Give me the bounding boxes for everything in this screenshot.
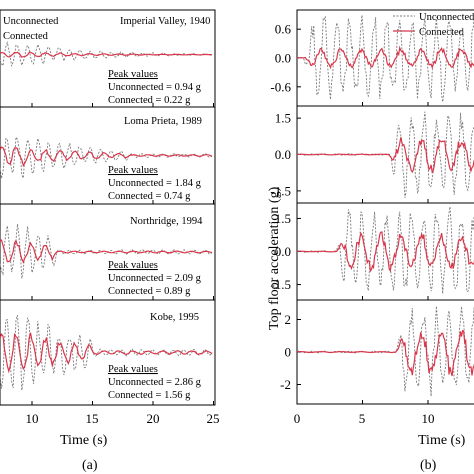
x-tick-label: 5	[359, 411, 366, 426]
earthquake-label-imperial-valley: Imperial Valley, 1940	[120, 16, 210, 27]
connected-series-line	[0, 146, 213, 167]
y-tick-label: 0.6	[275, 22, 292, 37]
y-tick-label: -0.6	[270, 79, 291, 94]
panel-b-legend: Unconnected Connected	[393, 12, 474, 38]
panel-b-y-axis: 0.6 0.0 -0.6 1.5 0.0 -1.5 1.5 0.0 -1.5 2 0 -2	[270, 22, 301, 392]
y-tick-label: -1.5	[270, 183, 291, 198]
earthquake-label-loma-prieta: Loma Prieta, 1989	[124, 116, 202, 127]
legend-connected-label: Connected	[419, 27, 465, 38]
legend-connected-label: Connected	[3, 31, 49, 42]
panel-a-x-axis: 10 15 20 25 Time (s)	[26, 411, 220, 448]
connected-series-line	[297, 137, 474, 174]
peak-unconnected-value: Unconnected = 1.84 g	[108, 178, 202, 189]
y-tick-label: 0.0	[275, 147, 291, 162]
connected-series-line	[0, 51, 213, 58]
unconnected-series-line	[0, 314, 213, 391]
unconnected-series-line	[0, 135, 213, 180]
panel-b-label: (b)	[420, 458, 437, 473]
peak-connected-value: Connected = 1.56 g	[108, 390, 191, 401]
y-tick-label: 1.5	[275, 111, 291, 126]
panel-a-row-4-frame	[0, 299, 216, 406]
panel-a-row-loma-prieta: Loma Prieta, 1989 Peak values Unconnecte…	[0, 106, 216, 205]
panel-a-row-northridge: Northridge, 1994 Peak values Unconnected…	[0, 203, 216, 301]
peak-connected-value: Connected = 0.74 g	[108, 191, 191, 202]
panel-b: Unconnected Connected 0.6 0.0 -0.6 1.5 0.0 -1…	[267, 9, 474, 473]
connected-series-line	[296, 231, 474, 273]
peak-unconnected-value: Unconnected = 0.94 g	[108, 82, 202, 93]
connected-series-line	[0, 239, 213, 264]
peak-values-header: Peak values	[108, 69, 158, 80]
connected-series-line	[296, 45, 474, 70]
panel-a-row-kobe: Kobe, 1995 Peak values Unconnected = 2.8…	[0, 299, 216, 406]
x-tick-label: 10	[26, 411, 39, 426]
y-tick-label: -1.5	[270, 277, 291, 292]
x-tick-label: 20	[147, 411, 160, 426]
y-tick-label: 2	[285, 312, 292, 327]
earthquake-label-northridge: Northridge, 1994	[130, 216, 203, 227]
y-tick-label: 0.0	[275, 244, 291, 259]
panel-a-label: (a)	[82, 458, 98, 473]
earthquake-label-kobe: Kobe, 1995	[150, 312, 199, 323]
x-tick-label: 10	[422, 411, 435, 426]
panel-a-x-axis-title: Time (s)	[60, 433, 108, 448]
y-tick-label: 1.5	[275, 211, 291, 226]
y-tick-label: -2	[280, 377, 291, 392]
peak-values-header: Peak values	[108, 260, 158, 271]
peak-unconnected-value: Unconnected = 2.09 g	[108, 273, 202, 284]
panel-a: Unconnected Connected Imperial Valley, 1…	[0, 9, 220, 473]
panel-b-x-axis: 0 5 10 Time (s)	[294, 411, 466, 448]
panel-b-row-1-frame	[296, 9, 474, 107]
connected-series-line	[0, 332, 213, 374]
panel-a-row-imperial-valley: Unconnected Connected Imperial Valley, 1…	[0, 9, 216, 108]
peak-values-header: Peak values	[108, 364, 158, 375]
x-tick-label: 15	[86, 411, 99, 426]
x-tick-label: 25	[207, 411, 220, 426]
legend-unconnected-label: Unconnected	[419, 12, 474, 23]
peak-connected-value: Connected = 0.89 g	[108, 286, 191, 297]
y-tick-label: 0.0	[275, 51, 291, 66]
peak-connected-value: Connected = 0.22 g	[108, 95, 191, 106]
panel-b-y-axis-title: Top floor acceleration (g)	[267, 186, 282, 330]
legend-unconnected-label: Unconnected	[3, 16, 59, 27]
connected-series-line	[297, 329, 474, 377]
panel-b-x-axis-title: Time (s)	[418, 433, 466, 448]
y-tick-label: 0	[285, 345, 292, 360]
peak-values-header: Peak values	[108, 165, 158, 176]
unconnected-series-line	[296, 15, 474, 102]
peak-unconnected-value: Unconnected = 2.86 g	[108, 377, 202, 388]
x-tick-label: 0	[294, 411, 301, 426]
